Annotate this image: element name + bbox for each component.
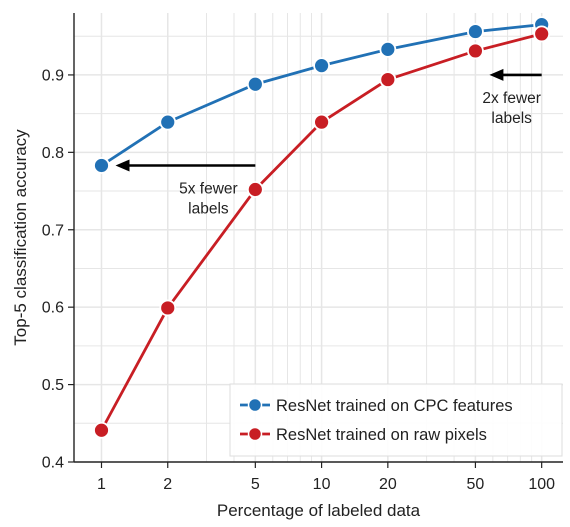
y-tick-label: 0.7	[42, 222, 64, 239]
axes	[73, 13, 563, 463]
series	[93, 16, 551, 439]
x-tick-label: 2	[163, 476, 172, 493]
legend-marker	[247, 397, 263, 413]
legend-box	[229, 383, 563, 457]
data-point	[313, 113, 330, 131]
y-tick-label: 0.6	[42, 300, 64, 317]
y-tick-label: 0.4	[42, 455, 64, 472]
x-axis-label: Percentage of labeled data	[217, 501, 421, 520]
annotation-text: 5x fewer	[179, 181, 238, 198]
annotation-text: 2x fewer	[482, 90, 541, 107]
data-point	[246, 181, 264, 198]
x-tick-label: 5	[251, 476, 260, 493]
y-tick-label: 0.8	[42, 145, 64, 162]
annotations: 5x fewer labels 2x fewer labels	[115, 68, 542, 218]
x-tick-label: 10	[313, 476, 331, 493]
x-tick-label: 100	[528, 476, 555, 493]
data-point	[313, 57, 330, 75]
data-point	[533, 25, 551, 43]
data-point	[467, 23, 484, 40]
y-tick-label: 0.5	[42, 377, 64, 394]
legend-label: ResNet trained on raw pixels	[276, 426, 487, 444]
data-point	[93, 421, 110, 439]
data-point	[467, 42, 484, 60]
legend: ResNet trained on CPC features ResNet tra…	[229, 383, 563, 457]
data-point	[246, 75, 264, 93]
legend-label: ResNet trained on CPC features	[276, 397, 513, 415]
data-point	[93, 157, 110, 174]
x-tick-label: 50	[467, 476, 485, 493]
annotation-arrowhead	[115, 159, 130, 172]
data-point	[379, 40, 397, 58]
data-point	[159, 299, 177, 317]
data-point	[379, 71, 397, 88]
annotation-arrowhead	[489, 68, 504, 81]
data-point	[159, 113, 177, 131]
y-tick-label: 0.9	[42, 67, 64, 84]
annotation-text: labels	[188, 201, 229, 218]
ticks: 0.4 0.5 0.6 0.7 0.8 0.9 1 2 5 10 20 50 100	[42, 67, 555, 493]
y-axis-label: Top-5 classification accuracy	[11, 129, 30, 346]
x-tick-label: 20	[379, 476, 397, 493]
legend-marker	[247, 426, 263, 442]
annotation-text: labels	[491, 110, 532, 127]
x-tick-label: 1	[97, 476, 106, 493]
